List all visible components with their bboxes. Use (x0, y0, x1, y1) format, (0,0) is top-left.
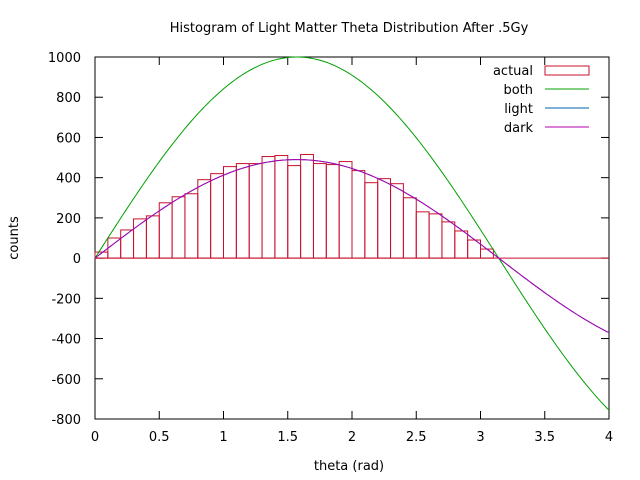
x-axis-label: theta (rad) (314, 459, 384, 474)
histogram-bar (197, 179, 212, 259)
plot-area: -800 -600 -400 -200 0 200 400 600 800 1000 0 0.5 1 1.… (48, 51, 613, 445)
histogram-bar (171, 196, 186, 259)
legend-label: actual (493, 64, 533, 79)
histogram-bar (402, 197, 417, 259)
x-tick-label: 4 (605, 430, 613, 445)
series-line-both (94, 56, 610, 411)
histogram-bar (274, 155, 289, 259)
histogram-bar (158, 202, 173, 259)
series-line-dark (94, 159, 610, 334)
histogram-bar (312, 163, 327, 259)
histogram-bar (480, 248, 494, 259)
histogram-bar (377, 178, 392, 259)
y-axis-label: counts (7, 216, 22, 260)
histogram-bar (338, 161, 353, 259)
y-tick-label: -600 (51, 373, 81, 388)
x-tick-label: 3 (476, 430, 484, 445)
histogram-bar (428, 213, 443, 259)
legend-swatch (544, 65, 590, 76)
x-tick-label: 3.5 (534, 430, 555, 445)
legend: actual both light dark (493, 64, 590, 136)
histogram-bar (107, 237, 122, 259)
histogram-bar (248, 163, 263, 259)
histogram-bar (441, 221, 456, 259)
histogram-bar (261, 156, 276, 259)
legend-label: light (504, 102, 533, 117)
chart-title: Histogram of Light Matter Theta Distribu… (170, 21, 529, 36)
y-tick-label: 1000 (48, 51, 81, 66)
x-tick-label: 2.5 (406, 430, 427, 445)
histogram-bar (210, 173, 224, 259)
legend-label: dark (504, 121, 534, 136)
histogram-bar (364, 182, 379, 259)
x-tick-label: 0.5 (149, 430, 170, 445)
histogram-bar (145, 215, 160, 259)
y-tick-label: -200 (51, 292, 81, 307)
y-tick-label: 0 (73, 252, 81, 267)
y-tick-label: 600 (56, 131, 81, 146)
y-tick-label: -400 (51, 333, 81, 348)
y-tick-label: -800 (51, 413, 81, 428)
y-tick-label: 200 (56, 212, 81, 227)
x-tick-label: 2 (348, 430, 356, 445)
histogram-bar (390, 183, 404, 259)
histogram-bar (235, 163, 250, 259)
y-tick-label: 400 (56, 172, 81, 187)
histogram-bar (325, 164, 340, 259)
y-tick-label: 800 (56, 91, 81, 106)
histogram-bar (184, 193, 199, 259)
histogram-bar (415, 211, 430, 259)
histogram-bar (351, 170, 366, 259)
x-tick-label: 1.5 (277, 430, 298, 445)
legend-label: both (503, 83, 533, 98)
histogram-bar (223, 166, 237, 259)
histogram-bar (300, 154, 314, 259)
x-tick-label: 0 (91, 430, 99, 445)
x-tick-label: 1 (219, 430, 227, 445)
histogram-bar (454, 230, 469, 259)
histogram-bar (287, 165, 302, 259)
